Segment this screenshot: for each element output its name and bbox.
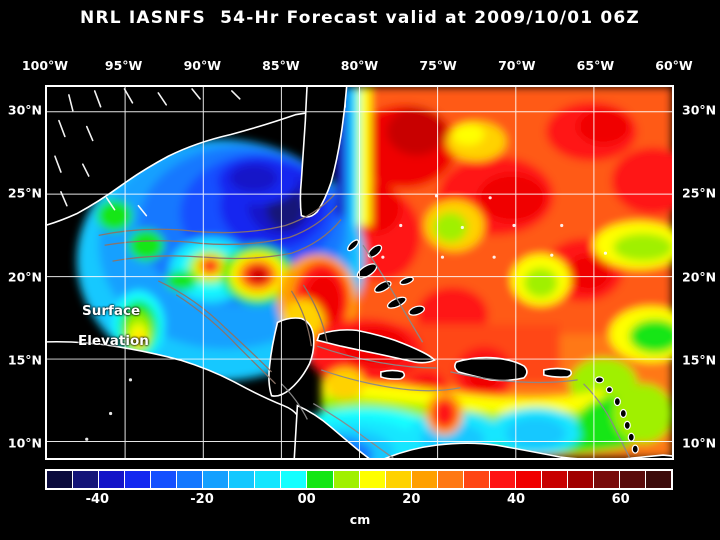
map-plot-area: [45, 85, 674, 460]
colorbar-segment: [567, 471, 594, 488]
colorbar-tick-label: 20: [402, 492, 421, 507]
colorbar-segment: [463, 471, 490, 488]
lon-tick-label: 60°W: [655, 58, 693, 73]
land-puerto-rico: [543, 367, 573, 378]
colorbar-segment: [229, 471, 256, 488]
colorbar-segment: [73, 471, 100, 488]
lat-tick-label-left: 25°N: [7, 185, 42, 201]
page-title: NRL IASNFS 54-Hr Forecast valid at 2009/…: [80, 8, 640, 28]
colorbar-segment: [177, 471, 204, 488]
colorbar-segment: [489, 471, 516, 488]
land-florida: [299, 87, 348, 218]
lat-tick-label-left: 15°N: [7, 352, 42, 368]
colorbar-tick-label: 40: [506, 492, 526, 507]
lon-tick-label: 85°W: [262, 58, 300, 73]
colorbar-segment: [620, 471, 647, 488]
land-north-america: [47, 87, 346, 226]
lat-tick-label-right: 25°N: [682, 185, 717, 201]
land-lesser-antilles: [594, 376, 639, 454]
lat-tick-label-right: 15°N: [682, 352, 717, 368]
colorbar-segment: [541, 471, 568, 488]
lon-tick-label: 100°W: [21, 58, 69, 73]
lon-tick-label: 75°W: [419, 58, 457, 73]
colorbar: [45, 469, 673, 490]
colorbar-segment: [385, 471, 412, 488]
colorbar-segment: [333, 471, 360, 488]
scatter-markers: [85, 194, 608, 441]
land-jamaica: [380, 369, 406, 380]
sea-surface-elevation-field: [47, 87, 672, 458]
lon-tick-label: 95°W: [104, 58, 143, 73]
field-label-line1: Surface: [82, 303, 141, 319]
land-bahamas: [347, 239, 425, 316]
lon-tick-label: 65°W: [576, 58, 615, 73]
colorbar-tick-label: -20: [190, 492, 214, 507]
colorbar-segment: [125, 471, 152, 488]
lat-tick-label-right: 10°N: [682, 435, 717, 451]
field-label-line2: Elevation: [78, 333, 149, 349]
lat-tick-label-left: 30°N: [7, 102, 42, 118]
land-south-america: [384, 442, 672, 458]
map-gridlines: [47, 87, 672, 458]
colorbar-segment: [203, 471, 230, 488]
colorbar-segment: [47, 471, 74, 488]
land-mexico-yucatan: [47, 340, 299, 458]
lat-tick-label-left: 20°N: [7, 269, 42, 285]
colorbar-segment: [359, 471, 386, 488]
shelf-contours: [281, 244, 631, 458]
land-central-america: [293, 404, 370, 458]
landmasses: [47, 87, 672, 458]
lat-tick-label-right: 30°N: [682, 102, 717, 118]
colorbar-tick-label: 00: [297, 492, 316, 507]
lon-tick-label: 80°W: [340, 58, 379, 73]
colorbar-segment: [255, 471, 282, 488]
colorbar-segment: [515, 471, 542, 488]
colorbar-tick-label: -40: [85, 492, 110, 507]
vector-ticks: [54, 88, 241, 217]
land-cuba: [316, 329, 436, 364]
colorbar-segment: [99, 471, 126, 488]
lat-tick-label-left: 10°N: [7, 435, 42, 451]
colorbar-segment: [281, 471, 308, 488]
colorbar-tick-label: 60: [611, 492, 630, 507]
lon-tick-label: 70°W: [498, 58, 536, 73]
lon-tick-label: 90°W: [183, 58, 222, 73]
land-hispaniola: [454, 356, 528, 382]
colorbar-segment: [646, 471, 672, 488]
colorbar-segment: [151, 471, 178, 488]
bathymetry-contours: [98, 193, 342, 385]
colorbar-segment: [411, 471, 438, 488]
colorbar-segment: [307, 471, 334, 488]
lat-tick-label-right: 20°N: [682, 269, 717, 285]
colorbar-segment: [437, 471, 464, 488]
colorbar-unit-label: cm: [349, 512, 371, 527]
colorbar-segment: [593, 471, 621, 488]
